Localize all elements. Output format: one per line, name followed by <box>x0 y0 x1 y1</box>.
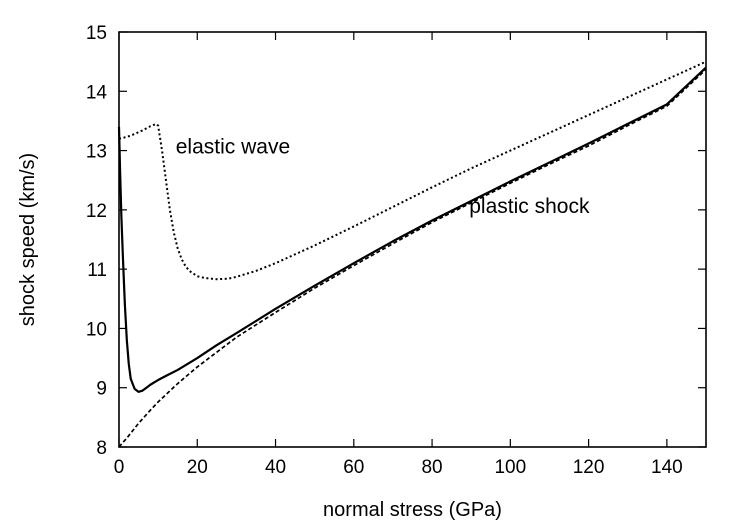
x-tick-label: 20 <box>187 457 208 478</box>
x-tick-label: 100 <box>494 457 526 478</box>
series-line-dotted <box>118 60 707 281</box>
y-tick-label: 10 <box>86 319 107 340</box>
x-tick-label: 60 <box>343 457 364 478</box>
series-layer <box>117 60 707 448</box>
y-tick-label: 13 <box>86 142 107 163</box>
ticks-layer: 0 20 40 60 80 100 120 140 8 9 10 11 12 13 14 15 <box>86 23 706 478</box>
x-tick-label: 40 <box>265 457 286 478</box>
x-tick-label: 80 <box>421 457 442 478</box>
annotation-label: plastic shock <box>469 195 590 218</box>
y-tick-label: 8 <box>96 438 107 459</box>
y-tick-label: 15 <box>86 23 107 44</box>
plot-frame <box>118 31 707 448</box>
x-tick-label: 0 <box>114 457 125 478</box>
y-tick-label: 14 <box>86 82 108 103</box>
annotation-label: elastic wave <box>176 136 290 159</box>
annotation-layer: elastic wave plastic shock <box>176 136 590 218</box>
y-tick-label: 11 <box>87 260 107 281</box>
x-tick-label: 120 <box>573 457 605 478</box>
y-axis-label: shock speed (km/s) <box>17 153 39 326</box>
y-tick-label: 12 <box>86 201 107 222</box>
y-tick-label: 9 <box>96 379 107 400</box>
series-line-solid <box>117 66 707 393</box>
x-axis-label: normal stress (GPa) <box>323 499 502 521</box>
x-tick-label: 140 <box>651 457 683 478</box>
series-line-dashed <box>118 68 707 448</box>
